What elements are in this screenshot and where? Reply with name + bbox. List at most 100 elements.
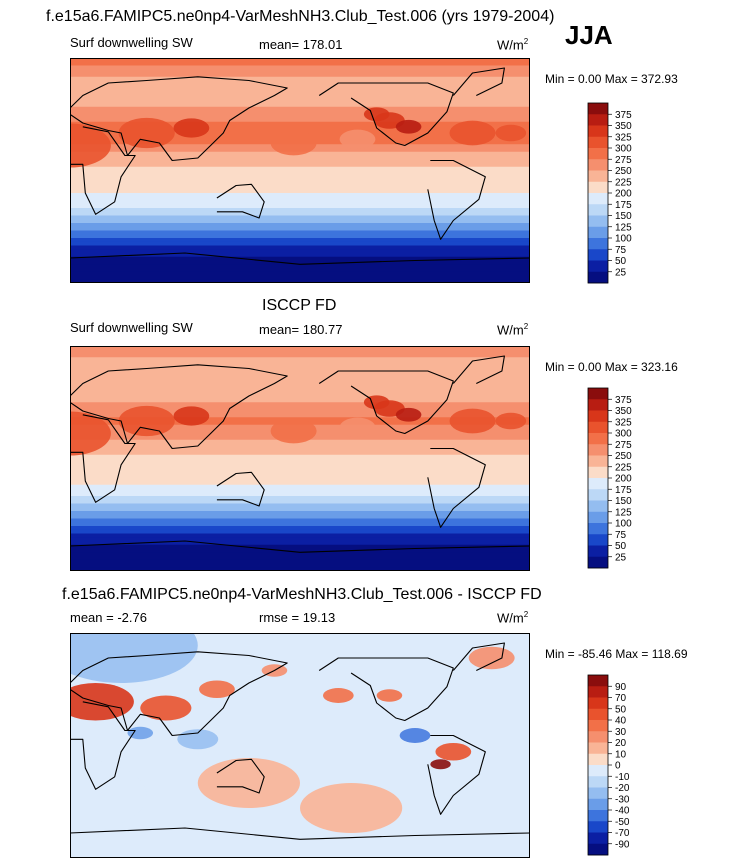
zonal-band	[70, 398, 530, 403]
zonal-band	[70, 466, 530, 471]
zonal-band	[70, 406, 530, 411]
panel3-units: W/m2	[497, 610, 529, 626]
difference-patch	[127, 726, 154, 740]
zonal-band	[70, 544, 530, 549]
colorbar-swatch	[588, 523, 608, 535]
colorbar-tick-label: 300	[615, 429, 632, 440]
zonal-band	[70, 76, 530, 81]
difference-patch	[323, 688, 354, 703]
zonal-band	[70, 563, 530, 568]
zonal-band	[70, 451, 530, 456]
zonal-band	[70, 394, 530, 399]
colorbar-tick-label: 25	[615, 552, 627, 563]
zonal-band	[70, 196, 530, 201]
difference-patch	[300, 783, 403, 833]
zonal-band	[70, 454, 530, 459]
season-label: JJA	[565, 20, 613, 50]
zonal-band	[70, 170, 530, 175]
coastline	[70, 701, 136, 790]
colorbar-swatch	[588, 159, 608, 171]
zonal-band	[70, 121, 530, 126]
colorbar-tick-label: 200	[615, 474, 632, 485]
zonal-band	[70, 185, 530, 190]
zonal-band	[70, 249, 530, 254]
field-maximum	[118, 405, 175, 437]
colorbar-swatch	[588, 787, 608, 800]
panel3-rmse-label: rmse = 19.13	[259, 610, 336, 625]
zonal-band	[70, 174, 530, 179]
colorbar-swatch	[588, 810, 608, 822]
zonal-band	[70, 346, 530, 351]
zonal-band	[70, 499, 530, 504]
panel1-colorbar: 3753503253002752502252001751501251007550…	[587, 102, 632, 284]
colorbar-tick-label: -40	[615, 806, 630, 817]
colorbar-swatch	[588, 776, 608, 788]
colorbar-swatch	[588, 731, 608, 743]
colorbar-tick-label: 375	[615, 395, 632, 406]
colorbar-tick-label: -20	[615, 783, 630, 794]
panel1-mean-label: mean= 178.01	[259, 37, 343, 52]
colorbar-tick-label: -70	[615, 828, 630, 839]
field-maximum	[70, 123, 111, 168]
zonal-band	[70, 84, 530, 89]
zonal-band	[70, 353, 530, 358]
zonal-band	[70, 357, 530, 362]
zonal-band	[70, 200, 530, 205]
field-maximum	[70, 411, 111, 456]
colorbar-swatch	[588, 821, 608, 833]
zonal-band	[70, 518, 530, 523]
colorbar-swatch	[588, 238, 608, 250]
zonal-band	[70, 234, 530, 239]
colorbar-tick-label: 50	[615, 256, 627, 267]
coastline	[216, 471, 265, 507]
colorbar-tick-label: 125	[615, 507, 632, 518]
zonal-band	[70, 118, 530, 123]
colorbar-swatch	[588, 136, 608, 149]
zonal-band	[70, 268, 530, 273]
panel1-variable-label: Surf downwelling SW	[70, 35, 193, 50]
panel1-units: W/m2	[497, 37, 529, 53]
colorbar-swatch	[588, 444, 608, 456]
figure-title: f.e15a6.FAMIPC5.ne0np4-VarMeshNH3.Club_T…	[46, 8, 555, 25]
zonal-band	[70, 391, 530, 396]
colorbar-tick-label: 350	[615, 121, 632, 132]
zonal-band	[70, 368, 530, 373]
zonal-band	[70, 215, 530, 220]
field-maximum	[270, 418, 317, 444]
zonal-band	[70, 514, 530, 519]
colorbar-swatch	[588, 765, 608, 777]
colorbar-tick-label: 75	[615, 245, 627, 256]
panel3-map	[70, 633, 530, 858]
panel2-map	[70, 346, 530, 571]
zonal-band	[70, 522, 530, 527]
colorbar-swatch	[588, 226, 608, 239]
zonal-band	[70, 189, 530, 194]
colorbar-swatch	[588, 114, 608, 126]
coastline	[70, 414, 136, 503]
colorbar-tick-label: 250	[615, 166, 632, 177]
coastline	[452, 355, 505, 384]
colorbar-swatch	[588, 181, 608, 194]
coastline	[318, 82, 454, 147]
panel2-colorbar: 3753503253002752502252001751501251007550…	[587, 387, 632, 569]
coastline	[318, 370, 454, 435]
coastline	[70, 126, 136, 215]
colorbar-tick-label: -90	[615, 839, 630, 850]
colorbar-tick-label: 70	[615, 693, 627, 704]
zonal-band	[70, 110, 530, 115]
zonal-band	[70, 211, 530, 216]
map-frame	[70, 633, 530, 858]
coastline	[70, 364, 288, 450]
difference-patch	[140, 695, 192, 721]
zonal-band	[70, 458, 530, 463]
coastline	[216, 183, 265, 219]
panel2-units: W/m2	[497, 322, 529, 338]
difference-patch	[199, 680, 235, 698]
coastline	[452, 642, 505, 671]
colorbar-tick-label: 225	[615, 462, 632, 473]
difference-patch	[399, 728, 431, 743]
colorbar-swatch	[588, 271, 608, 284]
colorbar-tick-label: 325	[615, 132, 632, 143]
colorbar-swatch	[588, 489, 608, 501]
zonal-band	[70, 387, 530, 392]
